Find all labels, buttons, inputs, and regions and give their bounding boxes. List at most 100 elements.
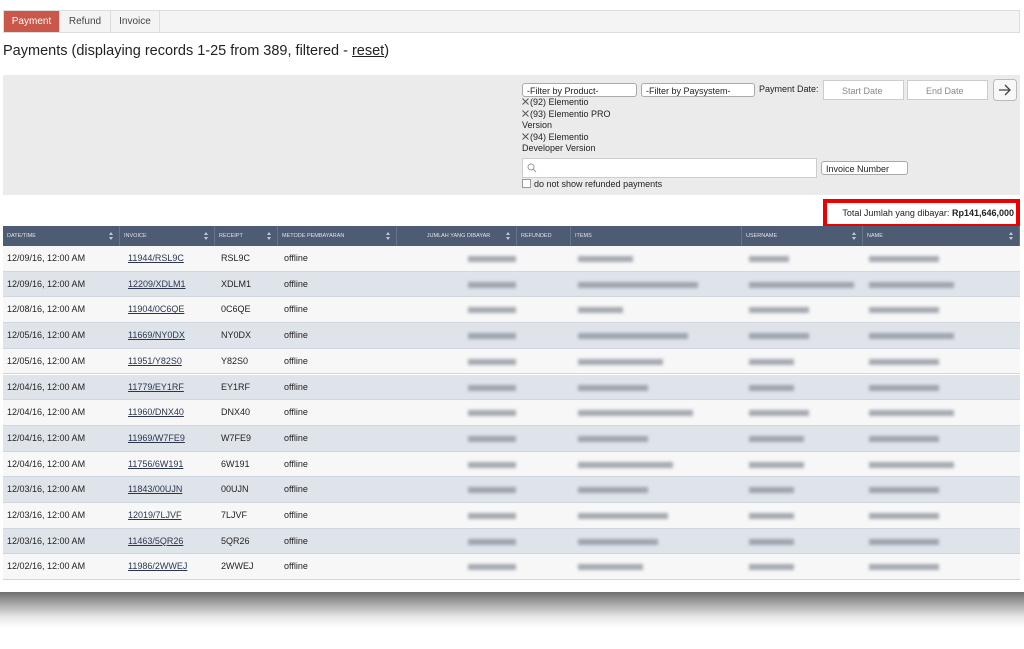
column-title: RECEIPT [219,233,243,239]
date-cell: 12/04/16, 12:00 AM [7,407,86,418]
date-cell: 12/03/16, 12:00 AM [7,510,86,520]
table-row: 12/03/16, 12:00 AM 11463/5QR26 5QR26 offlin… [3,528,1020,555]
sort-icon [1008,232,1013,240]
invoice-link[interactable]: 11960/DNX40 [128,407,184,418]
paysystem-select[interactable]: -Filter by Paysystem- [641,83,755,97]
invoice-link[interactable]: 11843/00UJN [128,484,183,495]
column-title: NAME [867,233,883,239]
refund-filter[interactable]: do not show refunded payments [522,179,662,189]
blurred-name [869,333,954,340]
column-header[interactable]: METODE PEMBAYARAN [278,226,397,246]
blurred-name [869,538,939,545]
total-box: Total Jumlah yang dibayar: Rp141,646,000 [823,199,1020,228]
blurred-items [578,333,688,340]
column-header[interactable]: NAME [863,226,1020,246]
tab[interactable]: Invoice [111,11,160,32]
method-cell: offline [284,278,308,289]
column-title: USERNAME [746,233,778,239]
submit-button[interactable] [993,79,1017,101]
remove-icon[interactable] [522,109,530,121]
date-cell: 12/04/16, 12:00 AM [7,432,86,443]
blurred-amount [468,564,516,571]
tab[interactable]: Payment [4,11,60,32]
column-header[interactable]: ITEMS [571,226,742,246]
column-header[interactable]: DATE/TIME [3,226,120,246]
table-row: 12/09/16, 12:00 AM 12209/XDLM1 XDLM1 offlin… [3,271,1020,298]
blurred-username [749,461,804,468]
start-date-input[interactable]: Start Date [823,80,904,100]
search-type-select[interactable]: Invoice Number [821,161,908,175]
blurred-amount [468,281,516,288]
method-cell: offline [284,304,308,315]
invoice-link[interactable]: 11904/0C6QE [128,304,185,315]
invoice-link[interactable]: 11986/2WWEJ [128,561,188,572]
blurred-items [578,461,673,468]
receipt-cell: NY0DX [221,330,252,341]
remove-icon[interactable] [522,132,530,144]
receipt-cell: 2WWEJ [221,561,254,572]
blurred-username [749,256,789,262]
search-input[interactable] [522,158,817,178]
column-title: INVOICE [124,233,147,239]
method-cell: offline [284,253,308,263]
blurred-amount [468,410,516,417]
blurred-items [578,384,648,391]
end-date-input[interactable]: End Date [907,80,988,100]
invoice-link[interactable]: 11669/NY0DX [128,330,185,341]
receipt-cell: 7LJVF [221,510,248,520]
receipt-cell: 5QR26 [221,535,250,546]
blurred-username [749,307,809,314]
table-header: DATE/TIME INVOICE RECEIPT METODE PEMBAYARAN… [3,226,1020,246]
column-header[interactable]: JUMLAH YANG DIBAYAR [397,226,517,246]
column-header[interactable]: INVOICE [120,226,215,246]
selected-product: (92) Elementio [522,97,622,109]
column-header[interactable]: USERNAME [742,226,863,246]
method-cell: offline [284,535,308,546]
sort-icon [266,232,271,240]
tab[interactable]: Refund [60,11,111,32]
table-row: 12/04/16, 12:00 AM 11960/DNX40 DNX40 offlin… [3,400,1020,426]
blurred-items [578,435,648,442]
column-title: DATE/TIME [7,233,36,239]
product-select[interactable]: -Filter by Product- [522,83,637,97]
invoice-link[interactable]: 11779/EY1RF [128,381,184,392]
table-row: 12/05/16, 12:00 AM 11951/Y82S0 Y82S0 offlin… [3,348,1020,375]
date-cell: 12/03/16, 12:00 AM [7,484,86,495]
product-name: (94) Elementio Developer Version [522,131,596,154]
receipt-cell: 6W191 [221,458,250,469]
table-row: 12/08/16, 12:00 AM 11904/0C6QE 0C6QE offlin… [3,297,1020,324]
invoice-link[interactable]: 11969/W7FE9 [128,432,185,443]
invoice-link[interactable]: 12209/XDLM1 [128,278,186,289]
blurred-username [749,538,794,545]
blurred-username [749,384,794,391]
sort-icon [108,232,113,240]
invoice-link[interactable]: 11944/RSL9C [128,253,184,263]
remove-icon[interactable] [522,97,530,109]
blurred-username [749,435,804,442]
column-header[interactable]: RECEIPT [215,226,278,246]
blurred-items [578,487,648,494]
invoice-link[interactable]: 11463/5QR26 [128,535,184,546]
method-cell: offline [284,407,308,418]
date-cell: 12/05/16, 12:00 AM [7,330,86,341]
column-header[interactable]: REFUNDED [517,226,571,246]
method-cell: offline [284,458,308,469]
invoice-link[interactable]: 12019/7LJVF [128,510,182,520]
invoice-link[interactable]: 11951/Y82S0 [128,355,182,366]
cut-shadow [0,592,1024,628]
blurred-name [869,435,939,442]
receipt-cell: EY1RF [221,381,251,392]
method-cell: offline [284,355,308,366]
invoice-link[interactable]: 11756/6W191 [128,458,184,469]
product-name: (93) Elementio PRO Version [522,108,611,131]
date-cell: 12/09/16, 12:00 AM [7,278,86,289]
receipt-cell: DNX40 [221,407,251,418]
reset-link[interactable]: reset [351,43,385,59]
receipt-cell: 0C6QE [221,304,251,315]
receipt-cell: RSL9C [221,253,251,263]
blurred-amount [468,307,516,314]
blurred-items [578,281,698,288]
column-title: JUMLAH YANG DIBAYAR [426,233,491,239]
total-label: Total Jumlah yang dibayar: [842,208,950,218]
sort-icon [505,232,510,240]
